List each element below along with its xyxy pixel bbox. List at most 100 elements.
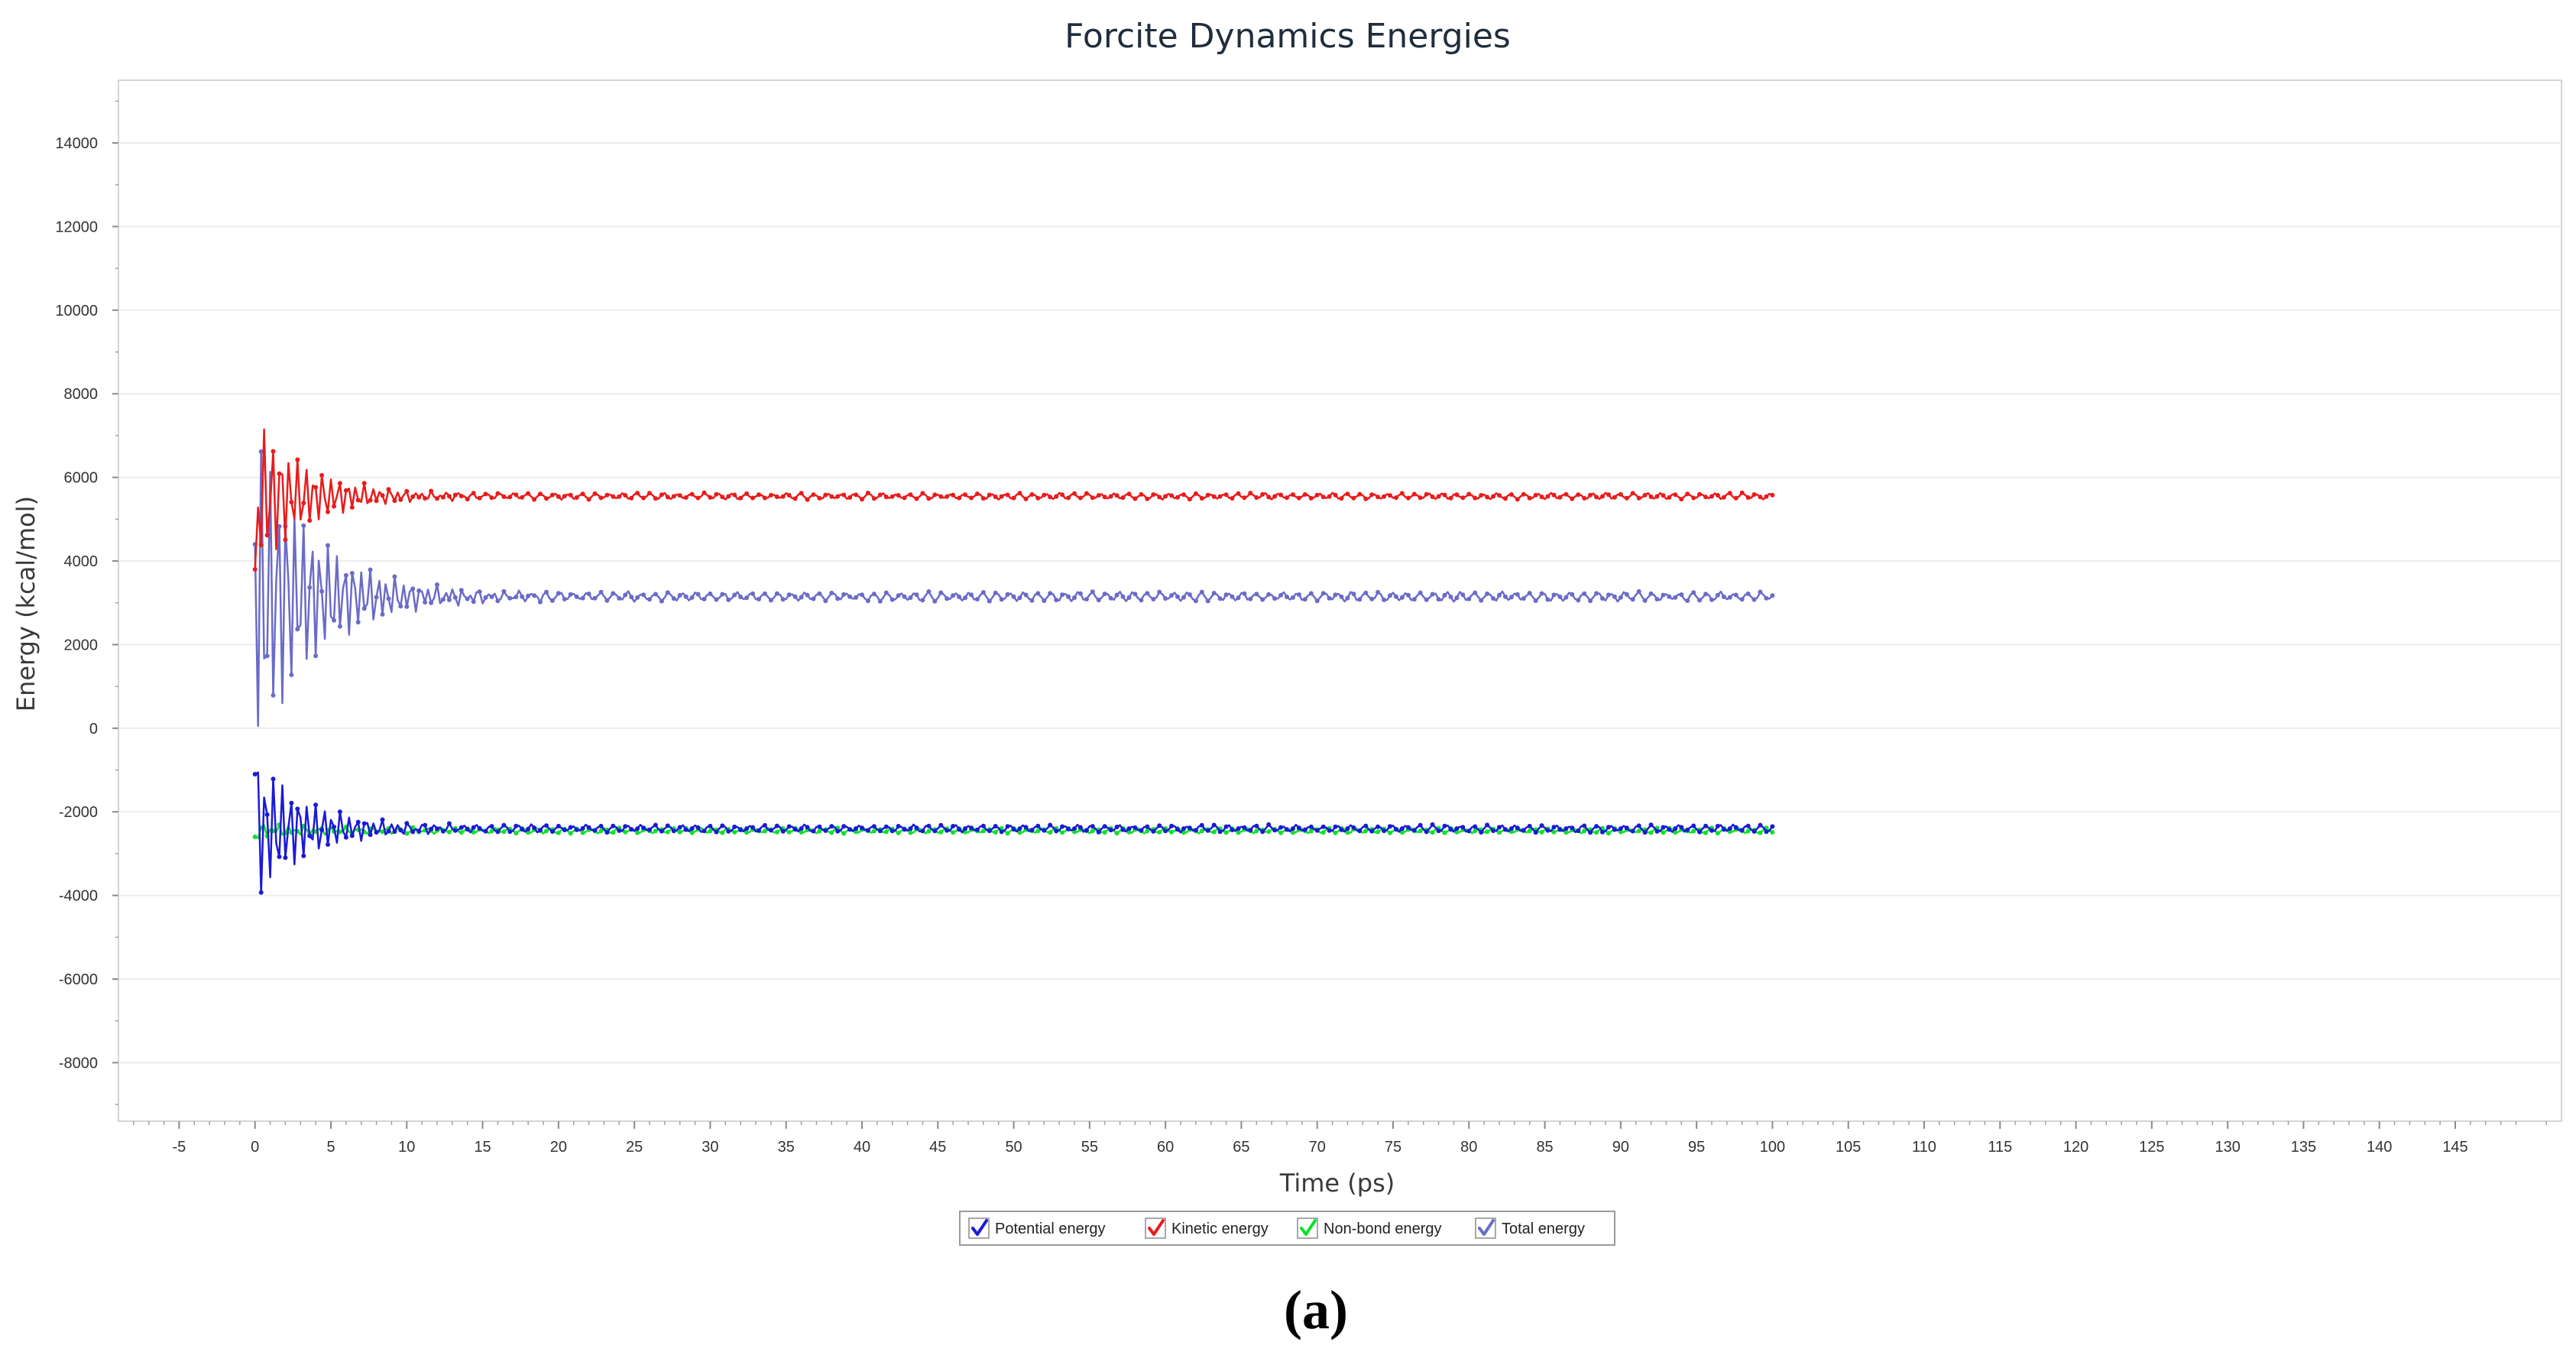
data-point bbox=[1345, 595, 1350, 601]
data-point bbox=[1751, 597, 1757, 602]
data-point bbox=[301, 501, 306, 506]
data-point bbox=[307, 518, 313, 523]
data-point bbox=[580, 595, 585, 601]
data-point bbox=[805, 592, 810, 598]
data-point bbox=[1582, 828, 1587, 834]
data-point bbox=[549, 492, 555, 498]
data-point bbox=[1764, 829, 1769, 835]
data-point bbox=[307, 585, 313, 590]
data-point bbox=[538, 828, 543, 833]
data-point bbox=[1145, 828, 1150, 834]
data-point bbox=[1223, 830, 1229, 835]
data-point bbox=[1648, 822, 1654, 828]
data-point bbox=[598, 823, 604, 828]
data-point bbox=[1454, 826, 1460, 832]
data-point bbox=[1193, 598, 1198, 604]
data-point bbox=[732, 492, 737, 498]
data-point bbox=[908, 595, 913, 600]
data-point bbox=[544, 589, 549, 595]
data-point bbox=[841, 824, 847, 829]
data-point bbox=[744, 491, 750, 496]
data-point bbox=[914, 496, 919, 501]
data-point bbox=[854, 492, 859, 498]
data-point bbox=[896, 830, 901, 835]
data-point bbox=[635, 595, 640, 600]
data-point bbox=[1035, 495, 1041, 501]
data-point bbox=[501, 494, 507, 499]
data-point bbox=[1473, 828, 1478, 834]
data-point bbox=[1770, 824, 1775, 829]
data-point bbox=[677, 825, 682, 830]
y-tick-label: 2000 bbox=[64, 637, 99, 653]
data-point bbox=[1661, 830, 1666, 835]
data-point bbox=[829, 590, 834, 595]
data-point bbox=[1017, 595, 1022, 601]
data-point bbox=[416, 588, 422, 593]
data-point bbox=[1533, 598, 1538, 603]
data-point bbox=[404, 821, 410, 826]
data-point bbox=[1248, 491, 1253, 496]
data-point bbox=[1733, 495, 1738, 501]
data-point bbox=[720, 823, 725, 828]
data-point bbox=[1454, 492, 1460, 498]
data-point bbox=[974, 597, 980, 601]
data-point bbox=[1424, 491, 1429, 497]
data-point bbox=[1508, 492, 1514, 497]
data-point bbox=[1054, 828, 1059, 834]
data-point bbox=[1727, 491, 1732, 496]
data-point bbox=[1424, 597, 1429, 602]
data-point bbox=[1375, 494, 1381, 500]
data-point bbox=[1242, 591, 1247, 596]
data-point bbox=[1114, 825, 1120, 829]
data-point bbox=[805, 497, 810, 502]
data-point bbox=[871, 496, 876, 501]
data-point bbox=[969, 592, 974, 598]
x-tick-label: 90 bbox=[1612, 1139, 1629, 1156]
data-point bbox=[653, 496, 658, 501]
data-point bbox=[458, 825, 464, 830]
data-point bbox=[1436, 597, 1441, 602]
data-point bbox=[361, 821, 367, 826]
data-point bbox=[289, 673, 294, 677]
data-point bbox=[695, 825, 701, 830]
data-point bbox=[1551, 825, 1557, 830]
data-point bbox=[786, 829, 792, 835]
data-point bbox=[1533, 492, 1538, 498]
data-point bbox=[883, 829, 889, 835]
data-point bbox=[271, 692, 276, 698]
data-point bbox=[1667, 494, 1672, 500]
data-point bbox=[1114, 493, 1120, 498]
data-point bbox=[641, 825, 646, 831]
data-point bbox=[568, 825, 573, 830]
data-point bbox=[452, 828, 458, 833]
data-point bbox=[1636, 588, 1641, 594]
data-point bbox=[489, 594, 494, 599]
data-point bbox=[1466, 828, 1472, 834]
data-point bbox=[665, 823, 670, 828]
data-point bbox=[641, 592, 646, 598]
data-point bbox=[860, 825, 864, 831]
data-point bbox=[1363, 828, 1369, 834]
data-point bbox=[1679, 497, 1684, 502]
data-point bbox=[774, 591, 779, 596]
data-point bbox=[1157, 494, 1162, 500]
x-tick-label: 40 bbox=[854, 1139, 870, 1156]
data-point bbox=[410, 829, 416, 835]
data-point bbox=[586, 825, 591, 830]
data-point bbox=[847, 827, 853, 832]
data-point bbox=[1139, 598, 1144, 603]
data-point bbox=[635, 491, 640, 496]
data-point bbox=[1363, 590, 1369, 595]
data-point bbox=[514, 595, 519, 600]
data-point bbox=[1042, 598, 1047, 603]
data-point bbox=[1497, 825, 1502, 830]
data-point bbox=[993, 494, 998, 499]
data-point bbox=[1072, 826, 1077, 832]
data-point bbox=[1430, 822, 1435, 827]
data-point bbox=[714, 829, 719, 835]
data-point bbox=[1320, 830, 1326, 835]
y-tick-label: -8000 bbox=[59, 1055, 98, 1072]
data-point bbox=[1588, 598, 1593, 604]
data-point bbox=[629, 495, 634, 501]
data-point bbox=[1266, 829, 1272, 835]
